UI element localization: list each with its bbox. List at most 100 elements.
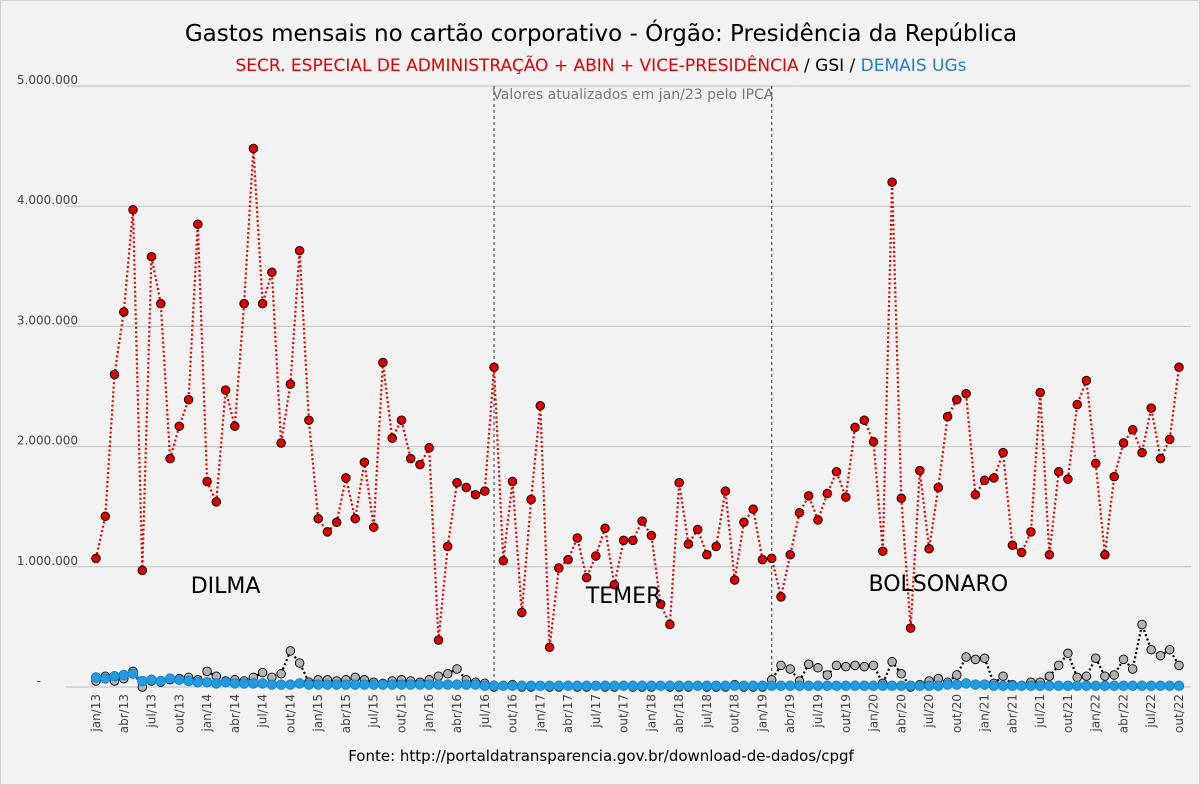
data-point [997,680,1009,692]
data-point [516,680,528,692]
data-point [970,489,981,500]
data-point [137,675,148,687]
series-layer [90,143,1185,692]
data-point [849,680,861,692]
data-point [109,670,120,682]
y-tick-label: - [37,674,41,688]
data-point [1164,680,1175,692]
data-point [674,477,684,488]
data-point [637,516,647,526]
data-point [266,679,278,690]
data-point [600,523,610,534]
data-point [1118,438,1129,448]
data-point [525,680,537,692]
data-point [1090,458,1101,469]
data-point [1155,680,1166,692]
x-tick-label: jan/16 [422,694,436,733]
data-point [692,680,703,692]
data-point [581,572,592,583]
data-point [998,447,1008,458]
data-point [137,565,148,576]
data-point [1127,664,1138,674]
data-point [1007,680,1018,692]
data-point [636,680,648,692]
data-point [785,550,795,560]
data-point [193,219,203,229]
data-point [887,177,897,187]
data-point [850,422,860,433]
data-point [368,522,379,532]
x-tick-label: jul/19 [811,694,825,729]
chart-subtitle: SECR. ESPECIAL DE ADMINISTRAÇÃO + ABIN +… [236,54,967,76]
data-point [1007,540,1018,550]
data-point [822,488,833,499]
data-point [386,679,398,690]
data-point [498,680,509,692]
x-tick-label: abr/20 [894,694,908,733]
data-point [1081,375,1092,386]
data-point [1062,680,1074,692]
data-point [988,680,1000,692]
data-point [646,680,657,692]
data-point [127,668,139,680]
data-point [349,679,361,690]
data-point [229,678,241,689]
data-point [433,671,444,681]
y-tick-label: 1.000.000 [17,554,78,568]
data-point [433,635,444,645]
data-point [970,654,981,665]
data-point [424,443,434,453]
data-point [387,433,397,443]
data-point [535,680,546,692]
data-point [868,680,879,692]
data-point [1025,680,1037,692]
data-point [665,619,675,630]
data-point [1146,644,1156,655]
x-tick-label: out/17 [617,694,631,733]
data-point [415,459,425,470]
data-point [692,524,703,535]
data-point [998,671,1008,681]
data-point [951,679,963,690]
data-point [590,680,602,692]
data-point [961,388,971,399]
x-tick-label: out/18 [728,694,742,733]
data-point [609,580,620,590]
data-point [257,667,268,678]
data-point [877,680,889,692]
data-point [683,539,694,549]
data-point [248,678,259,689]
data-point [813,663,823,673]
data-point [396,679,407,690]
data-point [331,679,342,690]
data-point [701,680,713,692]
data-point [572,680,583,692]
data-point [498,556,509,566]
data-point [211,678,222,689]
data-point [257,298,268,309]
data-point [822,680,833,692]
y-tick-label: 2.000.000 [17,434,78,448]
data-point [313,513,323,524]
data-point [312,679,324,690]
data-point [886,680,898,692]
data-point [118,669,130,681]
data-point [979,679,990,690]
x-tick-label: jul/18 [700,694,714,729]
x-tick-label: out/22 [1172,694,1186,733]
data-point [1090,653,1101,663]
data-point [201,676,213,688]
x-tick-label: jan/13 [89,694,103,733]
data-point [683,680,694,692]
data-point [803,680,814,692]
data-point [1090,680,1101,692]
data-point [451,679,463,690]
data-point [850,660,860,671]
data-point [340,679,352,690]
data-point [304,415,314,425]
data-point [535,400,546,411]
data-point [341,473,351,483]
data-point [720,486,731,496]
x-tick-label: jul/22 [1144,694,1158,729]
data-point [164,673,176,684]
